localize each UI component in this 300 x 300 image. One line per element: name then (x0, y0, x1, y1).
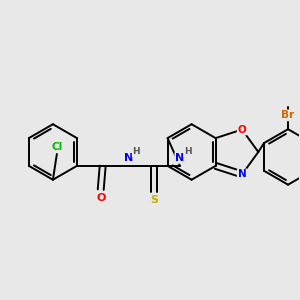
Text: Br: Br (281, 110, 295, 120)
Text: N: N (124, 153, 133, 163)
Text: O: O (238, 124, 246, 134)
Text: S: S (150, 194, 158, 205)
Text: Cl: Cl (51, 142, 62, 152)
Text: H: H (184, 148, 192, 157)
Text: O: O (96, 193, 105, 202)
Text: H: H (133, 148, 140, 157)
Text: N: N (175, 153, 184, 163)
Text: N: N (238, 169, 246, 179)
